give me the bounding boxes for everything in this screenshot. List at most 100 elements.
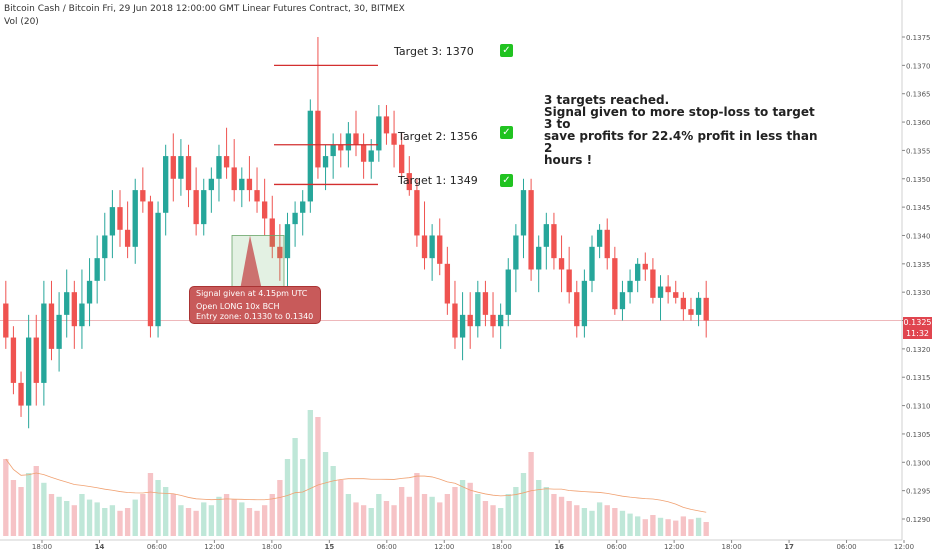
y-tick-label: 0.1305 [906, 431, 931, 439]
price-axis-bg [902, 0, 932, 550]
volume-indicator-label[interactable]: Vol (20) [4, 17, 39, 27]
volume-bar [368, 508, 374, 536]
volume-bar [619, 510, 626, 536]
y-tick-label: 0.1315 [906, 374, 931, 382]
y-tick-label: 0.1310 [906, 403, 931, 411]
candle-body [322, 156, 329, 168]
volume-bar [680, 516, 687, 536]
candle-body [140, 190, 146, 202]
y-tick-label: 0.1360 [906, 119, 931, 127]
volume-bar [102, 508, 108, 536]
candle-body [41, 303, 47, 383]
x-tick-label: 06:00 [836, 543, 856, 550]
candle-body [574, 292, 580, 327]
volume-bar [528, 452, 534, 536]
volume-bar [673, 520, 679, 536]
volume-bar [170, 494, 176, 536]
candle-body [86, 280, 93, 304]
candle-body [414, 190, 420, 236]
volume-bar [695, 517, 702, 536]
candle-body [673, 292, 679, 298]
volume-bar [185, 508, 192, 536]
volume-bar [94, 502, 100, 536]
volume-bar [41, 482, 47, 536]
volume-bar [399, 487, 405, 536]
volume-bar [391, 505, 397, 536]
volume-bar [627, 513, 633, 536]
candle-body [551, 224, 557, 259]
candle-body [254, 190, 260, 202]
volume-bar [459, 480, 466, 536]
volume-bar [140, 494, 146, 536]
candle-body [102, 235, 108, 259]
candle-body [117, 207, 123, 230]
x-tick-label: 06:00 [147, 543, 167, 550]
candle-body [391, 133, 397, 145]
y-tick-label: 0.1295 [906, 488, 931, 496]
volume-bar [604, 505, 610, 536]
y-tick-label: 0.1345 [906, 204, 931, 212]
signal-time: Signal given at 4.15pm UTC [196, 289, 308, 298]
candle-body [124, 229, 131, 247]
candle-body [132, 190, 138, 247]
volume-bar [467, 482, 473, 536]
chart-title: Bitcoin Cash / Bitcoin Fri, 29 Jun 2018 … [4, 4, 405, 14]
candle-body [56, 314, 62, 349]
candle-body [421, 235, 428, 259]
candle-body [178, 156, 184, 179]
volume-bar [147, 473, 154, 536]
volume-bar [315, 417, 321, 536]
candle-body [558, 258, 565, 270]
volume-bar [345, 494, 352, 536]
candle-body [703, 297, 709, 321]
volume-bar [490, 505, 496, 536]
candle-body [269, 218, 275, 247]
y-tick-label: 0.1300 [906, 459, 931, 467]
volume-bar [444, 494, 451, 536]
volume-bar [338, 480, 344, 536]
volume-bar [505, 494, 511, 536]
volume-bar [163, 487, 169, 536]
candle-body [688, 309, 694, 315]
candle-body [619, 292, 626, 310]
volume-layer [3, 410, 709, 536]
x-tick-label: 12:00 [894, 543, 914, 550]
y-tick-label: 0.1335 [906, 261, 931, 269]
volume-bar [475, 494, 481, 536]
volume-bar [79, 494, 85, 536]
x-tick-label: 17 [784, 543, 794, 550]
candle-body [505, 269, 511, 315]
target-3-check-icon: ✓ [500, 44, 513, 57]
candle-body [604, 229, 610, 259]
candle-body [680, 297, 687, 310]
candle-body [48, 303, 55, 349]
candle-body [170, 156, 176, 179]
volume-bar [109, 505, 116, 536]
volume-bar [383, 501, 390, 536]
chart-header: Bitcoin Cash / Bitcoin Fri, 29 Jun 2018 … [4, 3, 405, 29]
candle-body [25, 337, 32, 406]
candle-body [18, 382, 24, 406]
volume-bar [261, 505, 268, 536]
volume-bar [558, 496, 565, 536]
candle-body [406, 173, 412, 191]
volume-bar [86, 499, 93, 536]
y-tick-label: 0.1350 [906, 176, 931, 184]
x-tick-label: 12:00 [434, 543, 454, 550]
y-tick-label: 0.1340 [906, 232, 931, 240]
candle-body [261, 201, 268, 219]
candle-body [383, 116, 390, 134]
x-tick-label: 12:00 [664, 543, 684, 550]
volume-bar [18, 487, 24, 536]
candle-body [459, 314, 466, 338]
candle-body [475, 292, 481, 327]
volume-bar [360, 505, 367, 536]
candle-body [528, 190, 534, 270]
candle-body [338, 144, 344, 151]
volume-bar [665, 519, 671, 536]
signal-callout: Signal given at 4.15pm UTC Open LONG 10x… [189, 286, 321, 324]
candle-body [246, 178, 253, 191]
volume-bar [421, 494, 428, 536]
